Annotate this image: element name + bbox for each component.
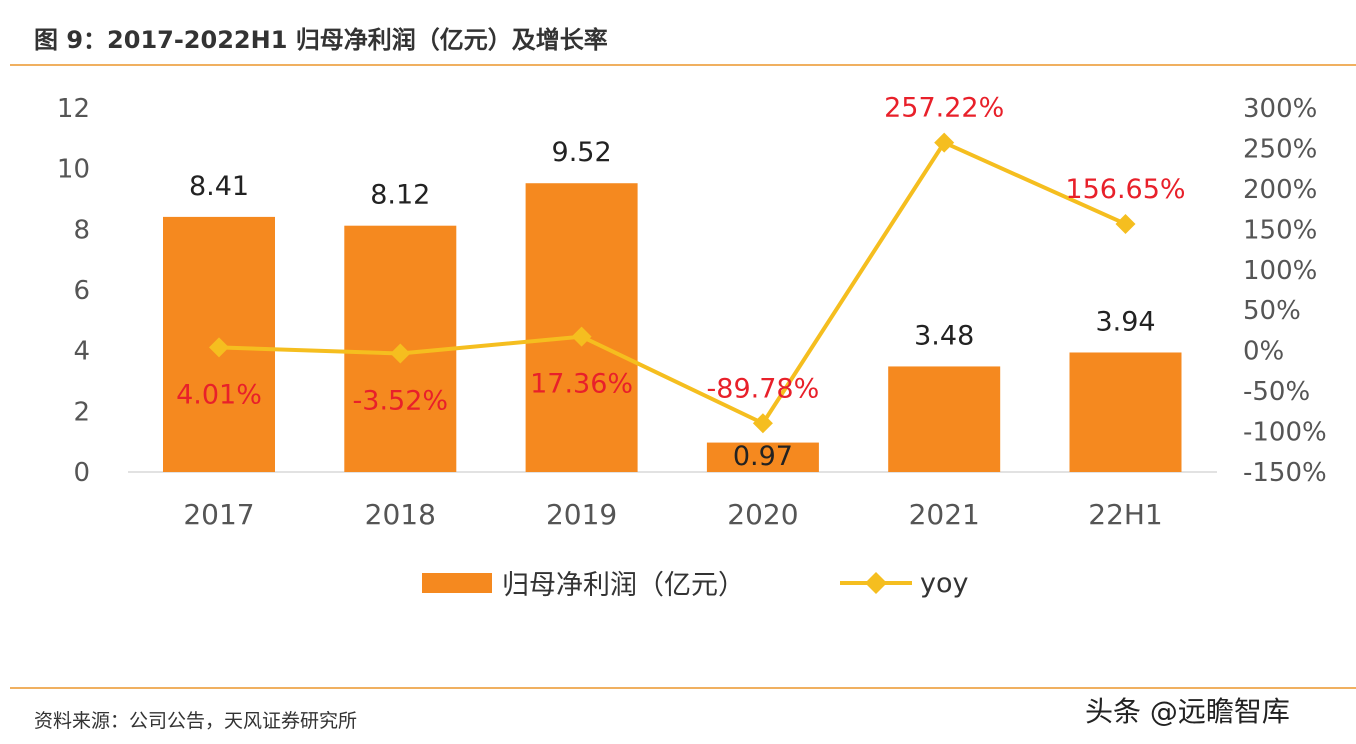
left-axis-tick: 6 xyxy=(73,276,90,306)
legend-bar-label: 归母净利润（亿元） xyxy=(502,570,745,601)
left-axis-tick: 10 xyxy=(57,155,90,185)
left-axis-tick: 12 xyxy=(57,94,90,124)
legend-diamond-icon xyxy=(865,572,887,594)
bar-value-label: 8.41 xyxy=(189,171,249,202)
left-axis-tick: 4 xyxy=(73,337,90,367)
x-axis-tick: 2018 xyxy=(365,498,436,531)
bar-value-label: 9.52 xyxy=(552,137,612,168)
yoy-value-label: 257.22% xyxy=(884,93,1004,124)
yoy-value-label: 17.36% xyxy=(530,369,633,400)
bottom-divider xyxy=(10,687,1356,689)
yoy-value-label: 156.65% xyxy=(1065,174,1185,205)
x-axis-tick: 2021 xyxy=(909,498,980,531)
left-axis-tick: 8 xyxy=(73,215,90,245)
right-axis-tick: 50% xyxy=(1243,296,1301,326)
x-axis-tick: 22H1 xyxy=(1088,498,1163,531)
chart-title: 图 9：2017-2022H1 归母净利润（亿元）及增长率 xyxy=(34,26,608,54)
yoy-point-2020 xyxy=(752,413,773,434)
bar-2020 xyxy=(706,442,819,472)
right-axis-tick: 200% xyxy=(1243,175,1317,205)
yoy-point-2021 xyxy=(934,132,955,153)
yoy-line xyxy=(218,140,1127,426)
bar-value-label: 0.97 xyxy=(733,441,793,472)
bar-value-label: 3.94 xyxy=(1095,306,1155,337)
yoy-value-label: -89.78% xyxy=(707,373,820,404)
source-note: 资料来源：公司公告，天风证券研究所 xyxy=(34,710,358,732)
yoy-value-label: 4.01% xyxy=(176,379,262,410)
yoy-point-22H1 xyxy=(1115,213,1136,234)
bar-2021 xyxy=(888,366,1001,472)
watermark: 头条 @远瞻智库 xyxy=(1085,695,1290,728)
right-axis-tick: -150% xyxy=(1243,458,1327,488)
right-axis-tick: 150% xyxy=(1243,215,1317,245)
right-axis-tick: 300% xyxy=(1243,94,1317,124)
bar-value-label: 3.48 xyxy=(914,320,974,351)
legend-bar-swatch xyxy=(422,573,492,593)
right-axis-tick: 250% xyxy=(1243,134,1317,164)
yoy-point-2019 xyxy=(571,326,592,347)
legend-line-label: yoy xyxy=(920,568,968,599)
x-axis-tick: 2019 xyxy=(546,498,617,531)
right-axis-tick: 0% xyxy=(1243,337,1284,367)
yoy-point-2018 xyxy=(390,343,411,364)
bar-22H1 xyxy=(1069,352,1182,472)
right-axis-tick: -50% xyxy=(1243,377,1310,407)
right-axis-tick: 100% xyxy=(1243,256,1317,286)
bar-value-label: 8.12 xyxy=(370,180,430,211)
yoy-point-2017 xyxy=(209,337,229,358)
yoy-value-label: -3.52% xyxy=(353,386,449,417)
x-axis-tick: 2020 xyxy=(727,498,798,531)
left-axis-tick: 2 xyxy=(73,397,90,427)
x-axis-tick: 2017 xyxy=(183,498,254,531)
left-axis-tick: 0 xyxy=(73,458,90,488)
right-axis-tick: -100% xyxy=(1243,418,1327,448)
top-divider xyxy=(10,64,1356,66)
